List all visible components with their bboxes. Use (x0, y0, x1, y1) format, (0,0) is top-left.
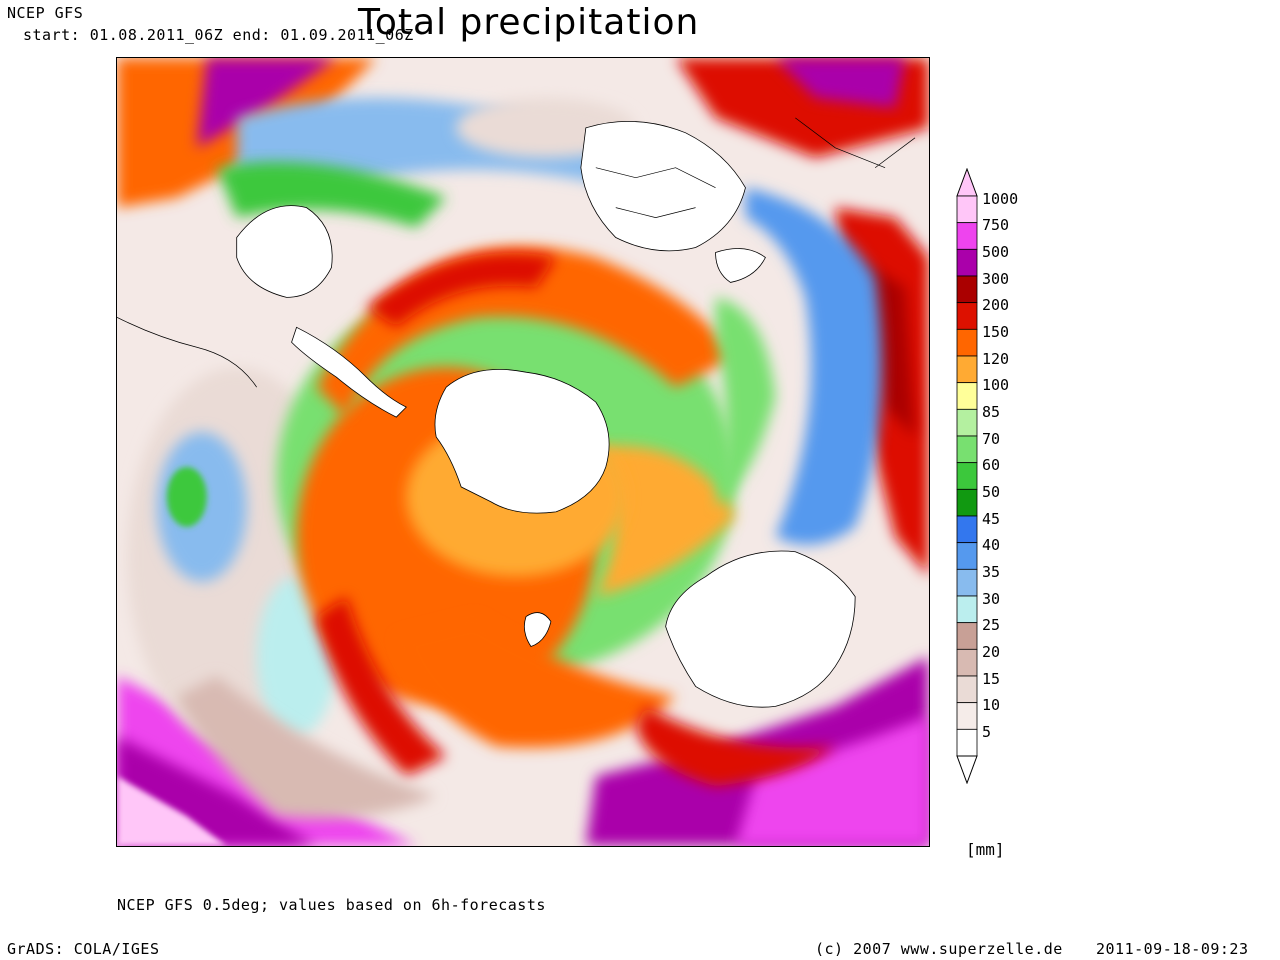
colorbar-level-label: 45 (982, 509, 1001, 528)
precipitation-field (117, 58, 929, 846)
colorbar-segment (956, 595, 978, 624)
colorbar-segment (956, 382, 978, 410)
colorbar-level-label: 20 (982, 643, 1001, 661)
colorbar (956, 168, 978, 784)
colorbar-level-label: 120 (982, 349, 1010, 368)
period-label: start: 01.08.2011_06Z end: 01.09.2011_06… (23, 26, 414, 44)
colorbar-segment (956, 462, 978, 490)
colorbar-level-label: 200 (982, 296, 1010, 315)
coastlines (117, 117, 916, 388)
colorbar-level-label: 60 (982, 456, 1001, 475)
colorbar-level-label: 15 (982, 669, 1001, 688)
colorbar-level-label: 25 (982, 616, 1001, 635)
colorbar-segment (956, 648, 978, 677)
colorbar-segment (956, 328, 978, 357)
colorbar-level-label: 50 (982, 483, 1001, 501)
colorbar-segment (956, 488, 978, 517)
software-credit: GrADS: COLA/IGES (7, 940, 160, 958)
colorbar-level-label: 10 (982, 696, 1001, 715)
colorbar-segment (956, 515, 978, 544)
model-label: NCEP GFS (7, 4, 84, 22)
colorbar-segment (956, 622, 978, 650)
data-description: NCEP GFS 0.5deg; values based on 6h-fore… (117, 896, 546, 914)
timestamp: 2011-09-18-09:23 (1096, 940, 1249, 958)
colorbar-segment (956, 355, 978, 384)
colorbar-level-label: 750 (982, 216, 1010, 235)
colorbar-segment (956, 302, 978, 330)
colorbar-segment (956, 195, 978, 224)
colorbar-level-label: 150 (982, 323, 1010, 341)
colorbar-level-label: 1000 (982, 189, 1019, 208)
colorbar-segment (956, 248, 978, 277)
land-masses (236, 121, 856, 708)
colorbar-segment (956, 675, 978, 704)
precipitation-map (116, 57, 930, 847)
colorbar-segment (956, 275, 978, 304)
colorbar-segment (956, 408, 978, 437)
colorbar-level-label: 5 (982, 723, 992, 741)
colorbar-arrow-bottom (956, 755, 978, 784)
colorbar-segment (956, 222, 978, 250)
colorbar-level-label: 40 (982, 536, 1001, 555)
colorbar-level-label: 300 (982, 269, 1010, 288)
unit-label: [mm] (966, 840, 1005, 859)
colorbar-level-label: 35 (982, 563, 1001, 581)
map-title: Total precipitation (358, 2, 700, 43)
colorbar-segment (956, 542, 978, 570)
colorbar-level-label: 100 (982, 376, 1010, 395)
colorbar-segment (956, 568, 978, 597)
colorbar-segment (956, 435, 978, 464)
colorbar-segment (956, 728, 978, 757)
colorbar-level-label: 500 (982, 243, 1010, 261)
colorbar-segment (956, 702, 978, 730)
colorbar-level-label: 70 (982, 429, 1001, 448)
copyright: (c) 2007 www.superzelle.de (815, 940, 1063, 958)
colorbar-arrow-top (956, 168, 978, 197)
colorbar-level-label: 30 (982, 589, 1001, 608)
colorbar-level-label: 85 (982, 403, 1001, 421)
